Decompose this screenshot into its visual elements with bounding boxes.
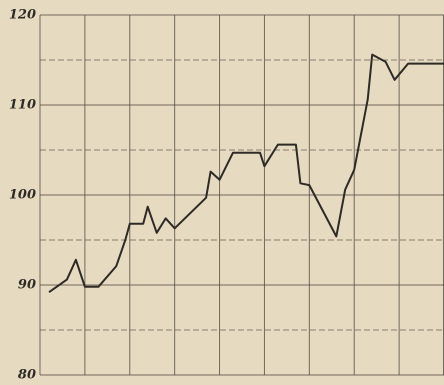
y-tick-label: 90 [18,278,36,293]
y-tick-label: 100 [9,188,36,203]
data-line [48,53,444,294]
y-tick-label: 120 [9,8,36,23]
y-tick-label: 80 [18,368,36,383]
y-tick-label: 110 [9,98,36,113]
